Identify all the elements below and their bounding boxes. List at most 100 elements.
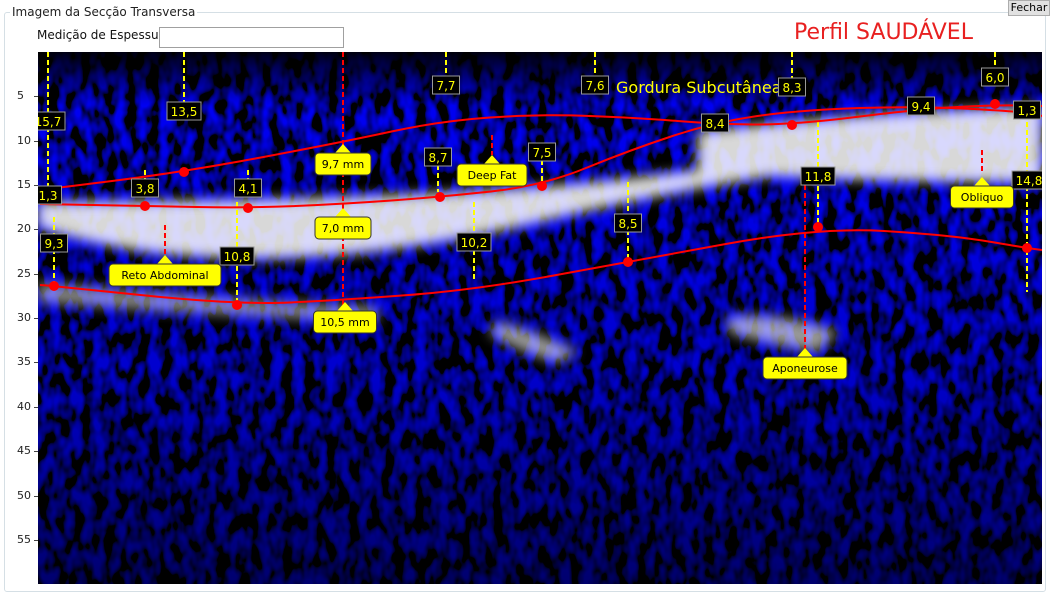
cross-section-group <box>4 12 1046 592</box>
callout-label: Deep Fat <box>468 169 518 182</box>
measure-label-box <box>432 75 460 95</box>
measure-label: 8,5 <box>618 217 637 231</box>
measure-label: 1,3 <box>1017 104 1036 118</box>
ultrasound-image[interactable]: Gordura Subcutânea 15,7 13,5 7,7 7,6 8,3 6,0 1,… <box>38 52 1042 584</box>
measure-label-box <box>981 67 1009 87</box>
measure-label-box <box>166 101 202 121</box>
measure-label-box <box>778 77 806 97</box>
y-tick-mark <box>34 96 38 98</box>
measure-label-box <box>614 213 642 233</box>
measure-label: 7,5 <box>532 146 551 160</box>
measure-label: 15,7 <box>38 115 61 129</box>
boundary-point <box>990 99 1000 109</box>
callout-box <box>313 310 377 334</box>
callout-pointer <box>484 155 500 164</box>
measure-label-box <box>581 75 609 95</box>
y-tick-label: 45 <box>17 444 31 458</box>
callout-pointer <box>974 177 990 186</box>
measure-label: 11,8 <box>805 170 832 184</box>
callout-pointer <box>335 208 351 217</box>
measure-label-box <box>907 96 935 116</box>
close-button[interactable]: Fechar <box>1008 0 1050 16</box>
measure-label: 6,0 <box>985 71 1004 85</box>
measure-label: 4,1 <box>238 182 257 196</box>
y-tick-mark <box>34 140 38 142</box>
measure-label-box <box>40 233 68 253</box>
callout-label: Reto Abdominal <box>121 269 208 282</box>
callout-label: 9,7 mm <box>322 158 364 171</box>
measure-label: 9,4 <box>911 100 930 114</box>
callout-label: Obliquo <box>961 191 1004 204</box>
callout-box <box>456 163 528 187</box>
profile-title: Perfil SAUDÁVEL <box>794 20 973 45</box>
y-tick-label: 30 <box>17 311 31 325</box>
boundary-point <box>787 120 797 130</box>
callout-box <box>314 216 372 240</box>
y-tick-mark <box>34 273 38 275</box>
callout-box <box>314 152 372 176</box>
measure-label: 14,8 <box>1016 174 1042 188</box>
callout-pointer <box>337 302 353 311</box>
callout-label: Aponeurose <box>772 362 838 375</box>
y-tick-mark <box>34 185 38 187</box>
y-tick-label: 40 <box>17 399 31 413</box>
callout-pointer <box>797 348 813 357</box>
y-tick-mark <box>34 539 38 541</box>
measure-label: 3,8 <box>135 182 154 196</box>
measure-label-box <box>528 142 556 162</box>
measure-label: 8,3 <box>782 81 801 95</box>
y-tick-mark <box>34 495 38 497</box>
measure-label: 8,7 <box>428 151 447 165</box>
y-tick-mark <box>34 451 38 453</box>
measure-label: 10,2 <box>461 236 488 250</box>
thickness-input[interactable] <box>159 27 344 48</box>
y-tick-label: 25 <box>17 266 31 280</box>
measure-label-box <box>131 178 159 198</box>
callout-label: 10,5 mm <box>320 316 369 329</box>
y-tick-label: 35 <box>17 355 31 369</box>
callout-pointer <box>335 144 351 153</box>
y-axis: 5 10 15 20 25 30 35 40 45 50 55 <box>0 52 38 584</box>
y-tick-mark <box>34 229 38 231</box>
y-tick-label: 50 <box>17 488 31 502</box>
y-tick-mark <box>34 318 38 320</box>
boundary-curve <box>39 106 1042 209</box>
y-tick-mark <box>34 362 38 364</box>
boundary-point <box>140 201 150 211</box>
callout-box <box>950 185 1014 209</box>
boundary-curve <box>39 229 1042 305</box>
measure-label-box <box>219 246 255 266</box>
measure-label-box <box>456 232 492 252</box>
callout-box <box>762 356 848 380</box>
y-tick-label: 10 <box>17 133 31 147</box>
boundary-point <box>813 222 823 232</box>
measure-label-box <box>800 166 836 186</box>
measure-label-box <box>701 113 729 133</box>
measure-label-box <box>1013 100 1041 120</box>
boundary-point <box>623 257 633 267</box>
measure-label: 7,6 <box>585 79 604 93</box>
measure-label: 7,7 <box>436 79 455 93</box>
boundary-point <box>232 300 242 310</box>
callout-box <box>108 263 222 287</box>
measure-label: 13,5 <box>171 105 198 119</box>
y-tick-label: 55 <box>17 532 31 546</box>
measure-label: 8,4 <box>705 117 724 131</box>
region-label: Gordura Subcutânea <box>616 78 782 97</box>
boundary-curve <box>39 104 1042 191</box>
measure-label-box <box>38 111 66 131</box>
y-tick-mark <box>34 406 38 408</box>
group-title: Imagem da Secção Transversa <box>10 5 198 19</box>
boundary-point <box>243 203 253 213</box>
measure-label-box <box>1011 170 1042 190</box>
y-tick-label: 5 <box>17 89 24 103</box>
boundary-point <box>1022 243 1032 253</box>
measure-label: 9,3 <box>44 237 63 251</box>
boundary-point <box>537 181 547 191</box>
boundary-point <box>49 281 59 291</box>
measure-label-box <box>38 185 62 205</box>
y-tick-label: 15 <box>17 178 31 192</box>
boundary-point <box>435 192 445 202</box>
callout-label: 7,0 mm <box>322 222 364 235</box>
measure-label-box <box>424 147 452 167</box>
